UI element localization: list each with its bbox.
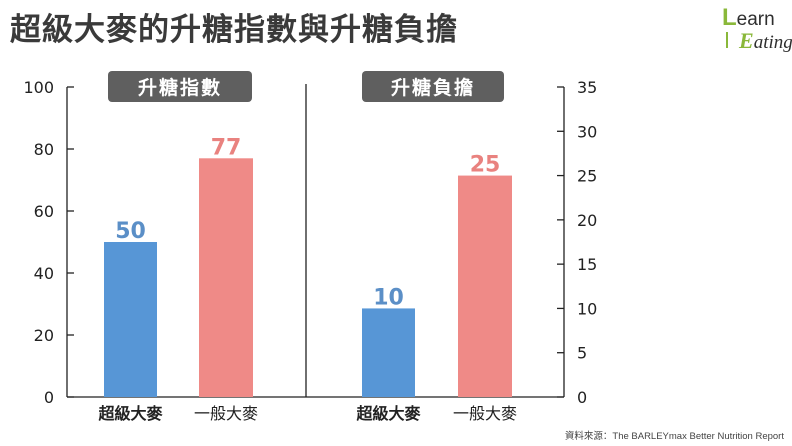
logo-word-earn: earn — [736, 9, 775, 30]
panel-title: 升糖負擔 — [391, 76, 475, 99]
y-tick-label-right: 35 — [577, 78, 597, 97]
panel-title: 升糖指數 — [138, 76, 222, 99]
bar — [458, 175, 512, 397]
category-label: 超級大麥 — [97, 404, 163, 423]
logo-letter-e: E — [739, 28, 754, 53]
y-tick-label-left: 0 — [44, 388, 54, 407]
y-tick-label-right: 25 — [577, 167, 597, 186]
y-tick-label-right: 5 — [577, 344, 587, 363]
y-tick-label-left: 20 — [34, 326, 54, 345]
y-tick-label-right: 15 — [577, 255, 597, 274]
y-tick-label-left: 100 — [23, 78, 54, 97]
bar-value-label: 25 — [470, 153, 501, 178]
logo-word-ating: ating — [753, 32, 792, 53]
panel-title-badge — [362, 71, 504, 102]
source-note: 資料來源：The BARLEYmax Better Nutrition Repo… — [564, 431, 784, 442]
y-tick-label-right: 0 — [577, 388, 587, 407]
panel-title-badge — [108, 71, 252, 102]
y-tick-label-left: 80 — [34, 140, 54, 159]
chart-title: 超級大麥的升糖指數與升糖負擔 — [10, 12, 458, 48]
bar — [104, 242, 157, 397]
bar-value-label: 50 — [115, 219, 146, 244]
bar — [362, 308, 415, 397]
bar — [199, 158, 253, 397]
learn-eating-logo: Learn Eating — [722, 4, 792, 56]
category-label: 一般大麥 — [194, 404, 258, 423]
bar-value-label: 77 — [211, 135, 242, 160]
category-label: 超級大麥 — [355, 404, 421, 423]
y-tick-label-left: 60 — [34, 202, 54, 221]
logo-bar — [726, 32, 728, 48]
bar-value-label: 10 — [373, 285, 404, 310]
y-tick-label-right: 20 — [577, 211, 597, 230]
logo-letter-l: L — [722, 4, 737, 31]
y-tick-label-right: 30 — [577, 122, 597, 141]
category-label: 一般大麥 — [453, 404, 517, 423]
y-tick-label-left: 40 — [34, 264, 54, 283]
y-tick-label-right: 10 — [577, 299, 597, 318]
